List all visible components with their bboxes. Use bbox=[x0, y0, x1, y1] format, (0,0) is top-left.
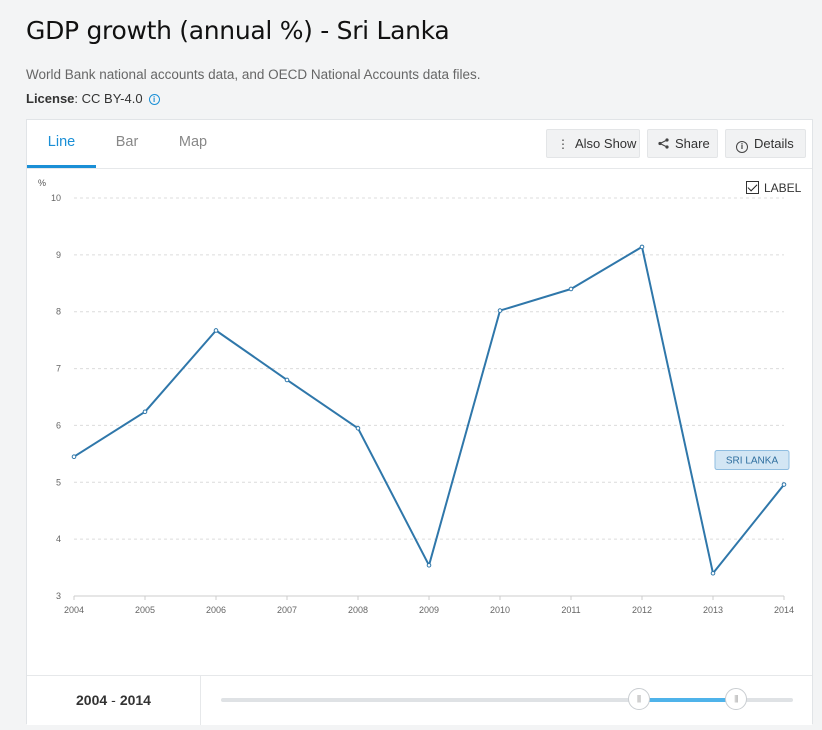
tab-map[interactable]: Map bbox=[178, 134, 208, 150]
slider-handle-start[interactable]: ||| bbox=[627, 688, 650, 710]
x-tick-label: 2004 bbox=[64, 605, 84, 615]
slider-handle-end[interactable]: ||| bbox=[724, 688, 747, 710]
details-button[interactable]: i Details bbox=[725, 129, 806, 158]
info-circle-icon: i bbox=[736, 141, 748, 153]
x-tick-label: 2014 bbox=[774, 605, 794, 615]
license-label: License bbox=[26, 91, 75, 106]
year-slider-track[interactable]: ||| ||| bbox=[221, 688, 793, 710]
y-tick-label: 4 bbox=[56, 534, 61, 544]
range-end: 2014 bbox=[119, 692, 151, 708]
x-tick-label: 2007 bbox=[277, 605, 297, 615]
series-line-sri-lanka bbox=[73, 245, 785, 575]
label-toggle[interactable]: LABEL bbox=[746, 181, 801, 195]
page-title: GDP growth (annual %) - Sri Lanka bbox=[26, 16, 450, 45]
data-point bbox=[213, 328, 219, 333]
label-toggle-text: LABEL bbox=[764, 181, 802, 195]
y-tick-label: 10 bbox=[51, 193, 61, 203]
line-chart: % 3 4 5 6 7 8 9 10 2004 2005 2006 2007 2008 2009 2010 20… bbox=[38, 178, 794, 615]
range-separator: - bbox=[111, 692, 116, 708]
y-tick-label: 9 bbox=[56, 250, 61, 260]
range-start: 2004 bbox=[76, 692, 108, 708]
chart-panel: Line Bar Map ⋮ Also Show Share i Details L… bbox=[26, 119, 813, 725]
x-tick-label: 2005 bbox=[135, 605, 155, 615]
data-point bbox=[284, 377, 290, 383]
series-label-text: SRI LANKA bbox=[726, 456, 779, 467]
data-point bbox=[639, 244, 645, 250]
x-tick-label: 2008 bbox=[348, 605, 368, 615]
x-tick-label: 2011 bbox=[561, 605, 580, 615]
data-point bbox=[426, 562, 432, 568]
series-label-box bbox=[714, 450, 790, 471]
x-tick-label: 2006 bbox=[206, 605, 226, 615]
x-tick-label: 2010 bbox=[490, 605, 510, 615]
data-point bbox=[497, 308, 503, 313]
license: License: CC BY-4.0 i bbox=[26, 91, 160, 106]
details-label: Details bbox=[754, 136, 794, 151]
share-button[interactable]: Share bbox=[647, 129, 718, 158]
data-point bbox=[710, 570, 716, 576]
y-tick-label: 5 bbox=[56, 477, 61, 487]
range-label: 2004-2014 bbox=[27, 676, 201, 725]
x-tick-label: 2012 bbox=[632, 605, 652, 615]
also-show-button[interactable]: ⋮ Also Show bbox=[546, 129, 640, 158]
y-tick-label: 8 bbox=[56, 307, 61, 317]
range-footer: 2004-2014 ||| ||| bbox=[27, 675, 812, 725]
tab-bar-chart[interactable]: Bar bbox=[115, 134, 139, 150]
tab-bar: Line Bar Map ⋮ Also Show Share i Details bbox=[27, 120, 812, 169]
data-point bbox=[71, 454, 77, 460]
more-vertical-icon: ⋮ bbox=[557, 137, 569, 151]
y-tick-label: 7 bbox=[56, 364, 61, 374]
also-show-label: Also Show bbox=[575, 136, 637, 151]
data-point bbox=[142, 409, 148, 415]
share-icon bbox=[658, 131, 669, 158]
info-icon[interactable]: i bbox=[148, 94, 160, 105]
share-label: Share bbox=[675, 136, 710, 151]
data-point bbox=[355, 425, 361, 431]
data-point bbox=[568, 286, 574, 292]
y-tick-label: 3 bbox=[56, 591, 61, 601]
label-checkbox[interactable] bbox=[746, 181, 759, 194]
y-axis-unit-label: % bbox=[38, 178, 46, 188]
tab-line[interactable]: Line bbox=[27, 120, 96, 168]
year-slider-fill bbox=[638, 698, 736, 702]
y-tick-label: 6 bbox=[56, 420, 61, 430]
source-note: World Bank national accounts data, and O… bbox=[26, 67, 481, 82]
data-point bbox=[781, 482, 787, 487]
x-tick-label: 2013 bbox=[703, 605, 723, 615]
x-tick-label: 2009 bbox=[419, 605, 439, 615]
license-value: : CC BY-4.0 bbox=[74, 91, 143, 106]
